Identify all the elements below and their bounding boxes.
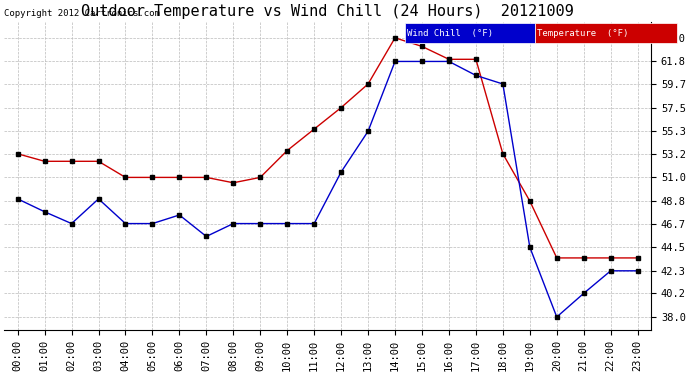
Text: Copyright 2012 Cartronics.com: Copyright 2012 Cartronics.com xyxy=(4,9,160,18)
Text: Wind Chill  (°F): Wind Chill (°F) xyxy=(407,29,493,38)
Title: Outdoor Temperature vs Wind Chill (24 Hours)  20121009: Outdoor Temperature vs Wind Chill (24 Ho… xyxy=(81,4,574,19)
Text: Temperature  (°F): Temperature (°F) xyxy=(537,29,628,38)
